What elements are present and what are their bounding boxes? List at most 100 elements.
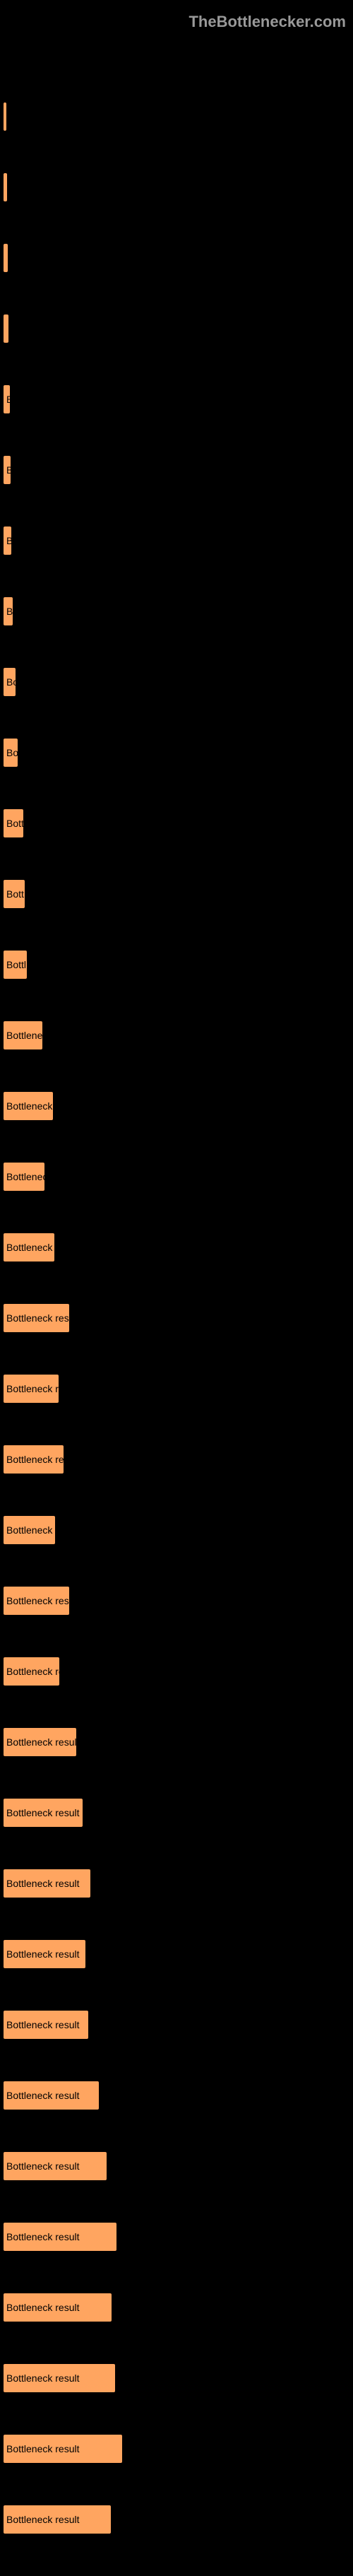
bar-label: Bottl bbox=[6, 959, 26, 970]
bar-row: Bo bbox=[4, 668, 349, 696]
bar: Bottleneck result bbox=[4, 2011, 88, 2039]
bar-label: Bottleneck result bbox=[6, 2090, 80, 2101]
bar-label: Bottleneck result bbox=[6, 2019, 80, 2030]
bar-label: Bottleneck result bbox=[6, 1595, 69, 1606]
bar: Bottleneck result bbox=[4, 2505, 111, 2534]
bar-row: Bottleneck result bbox=[4, 1869, 349, 1898]
bar-row: Bottleneck res bbox=[4, 1375, 349, 1403]
bar bbox=[4, 173, 7, 201]
bar: Bottleneck re bbox=[4, 1516, 55, 1544]
bar: Bo bbox=[4, 668, 16, 696]
bar: Bottleneck res bbox=[4, 1657, 59, 1686]
bar: Bottleneck result bbox=[4, 1869, 90, 1898]
bar-label: Bottleneck re bbox=[6, 1100, 53, 1112]
bar: Bottleneck result bbox=[4, 2293, 112, 2322]
bar-row: Bottleneck result bbox=[4, 1940, 349, 1968]
bar: Bottleneck result bbox=[4, 2364, 115, 2392]
bar-label: Bo bbox=[6, 747, 18, 758]
bar-row: Bottleneck result bbox=[4, 2223, 349, 2251]
bar: Bottleneck res bbox=[4, 1375, 59, 1403]
bar-row: Bottleneck result bbox=[4, 2011, 349, 2039]
bar-row: Bottleneck result bbox=[4, 2293, 349, 2322]
bar: B bbox=[4, 597, 13, 625]
bar: B bbox=[4, 456, 11, 484]
bar-row: Bottleneck res bbox=[4, 1233, 349, 1261]
bar: Bottleneck result bbox=[4, 2223, 116, 2251]
bar-label: Bottleneck result bbox=[6, 1736, 76, 1748]
bar-label: Bott bbox=[6, 818, 23, 829]
bar-row bbox=[4, 244, 349, 272]
bar: Bott bbox=[4, 880, 25, 908]
bar: Bottleneck result bbox=[4, 2081, 99, 2110]
bar bbox=[4, 314, 8, 343]
bar-row bbox=[4, 102, 349, 131]
bar-row bbox=[4, 314, 349, 343]
bar: Bottlene bbox=[4, 1021, 42, 1049]
bar-label: Bottleneck bbox=[6, 1171, 44, 1182]
bar: Bottleneck result bbox=[4, 2435, 122, 2463]
bar-label: Bottleneck res bbox=[6, 1383, 59, 1394]
bar: Bottleneck result bbox=[4, 2152, 107, 2180]
bar-row: Bottleneck resul bbox=[4, 1445, 349, 1474]
bar-label: Bottleneck result bbox=[6, 1948, 80, 1960]
bar-row: Bottleneck result bbox=[4, 1304, 349, 1332]
bar-label: B bbox=[6, 606, 13, 617]
bar-label: B bbox=[6, 464, 11, 476]
bar-row: Bott bbox=[4, 809, 349, 837]
bar-label: Bottleneck res bbox=[6, 1242, 54, 1253]
bar-row: Bottleneck result bbox=[4, 1799, 349, 1827]
bar-label: Bottleneck result bbox=[6, 2160, 80, 2172]
bar-row: Bottl bbox=[4, 951, 349, 979]
bar-row: Bottleneck result bbox=[4, 2435, 349, 2463]
bar-label: Bottleneck result bbox=[6, 2231, 80, 2242]
bar-label: B bbox=[6, 394, 10, 405]
bar-label: B bbox=[6, 535, 11, 546]
bar-row: B bbox=[4, 385, 349, 413]
bar-row: B bbox=[4, 527, 349, 555]
bar-row: B bbox=[4, 597, 349, 625]
bar: Bottleneck result bbox=[4, 1304, 69, 1332]
bar-label: Bottleneck re bbox=[6, 1524, 55, 1536]
bar: B bbox=[4, 527, 11, 555]
bar bbox=[4, 102, 6, 131]
bar-row: B bbox=[4, 456, 349, 484]
bar-row: Bottleneck bbox=[4, 1163, 349, 1191]
bar-row: Bottlene bbox=[4, 1021, 349, 1049]
bar-label: Bottleneck result bbox=[6, 2302, 80, 2313]
bar-label: Bottleneck res bbox=[6, 1666, 59, 1677]
bar-row: Bottleneck result bbox=[4, 2081, 349, 2110]
bar-label: Bottleneck result bbox=[6, 2514, 80, 2525]
bar-row: Bottleneck re bbox=[4, 1516, 349, 1544]
bar: Bottleneck result bbox=[4, 1728, 76, 1756]
bar-chart: B B B B Bo Bo Bott Bott Bottl Bottlene Bottleneck … bbox=[0, 0, 353, 2534]
bar: Bottleneck re bbox=[4, 1092, 53, 1120]
bar-row: Bo bbox=[4, 739, 349, 767]
bar-label: Bottleneck result bbox=[6, 2443, 80, 2454]
bar-row bbox=[4, 173, 349, 201]
watermark-text: TheBottlenecker.com bbox=[189, 13, 346, 31]
bar-label: Bottleneck result bbox=[6, 2372, 80, 2384]
bar-row: Bottleneck result bbox=[4, 1728, 349, 1756]
bar-row: Bottleneck result bbox=[4, 2152, 349, 2180]
bar bbox=[4, 244, 8, 272]
bar-row: Bottleneck re bbox=[4, 1092, 349, 1120]
bar-label: Bott bbox=[6, 888, 24, 900]
bar: Bottleneck result bbox=[4, 1940, 85, 1968]
bar-label: Bottlene bbox=[6, 1030, 42, 1041]
bar: Bottleneck result bbox=[4, 1587, 69, 1615]
bar-label: Bottleneck resul bbox=[6, 1454, 64, 1465]
bar: Bo bbox=[4, 739, 18, 767]
bar: Bottleneck resul bbox=[4, 1445, 64, 1474]
bar-row: Bottleneck result bbox=[4, 1587, 349, 1615]
bar: Bottleneck result bbox=[4, 1799, 83, 1827]
bar-label: Bottleneck result bbox=[6, 1312, 69, 1324]
bar-row: Bottleneck result bbox=[4, 2364, 349, 2392]
bar: Bottleneck res bbox=[4, 1233, 54, 1261]
bar-label: Bo bbox=[6, 676, 16, 688]
bar-label: Bottleneck result bbox=[6, 1807, 80, 1818]
bar: Bott bbox=[4, 809, 23, 837]
bar-row: Bott bbox=[4, 880, 349, 908]
bar-label: Bottleneck result bbox=[6, 1878, 80, 1889]
bar: Bottleneck bbox=[4, 1163, 44, 1191]
bar-row: Bottleneck res bbox=[4, 1657, 349, 1686]
